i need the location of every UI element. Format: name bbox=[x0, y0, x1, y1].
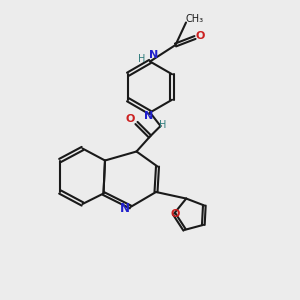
Text: H: H bbox=[159, 120, 166, 130]
Text: N: N bbox=[120, 202, 130, 215]
Text: O: O bbox=[125, 114, 135, 124]
Text: H: H bbox=[138, 53, 145, 64]
Text: CH₃: CH₃ bbox=[185, 14, 203, 25]
Text: N: N bbox=[144, 111, 153, 121]
Text: O: O bbox=[171, 208, 180, 219]
Text: N: N bbox=[149, 50, 158, 60]
Text: O: O bbox=[196, 31, 205, 41]
